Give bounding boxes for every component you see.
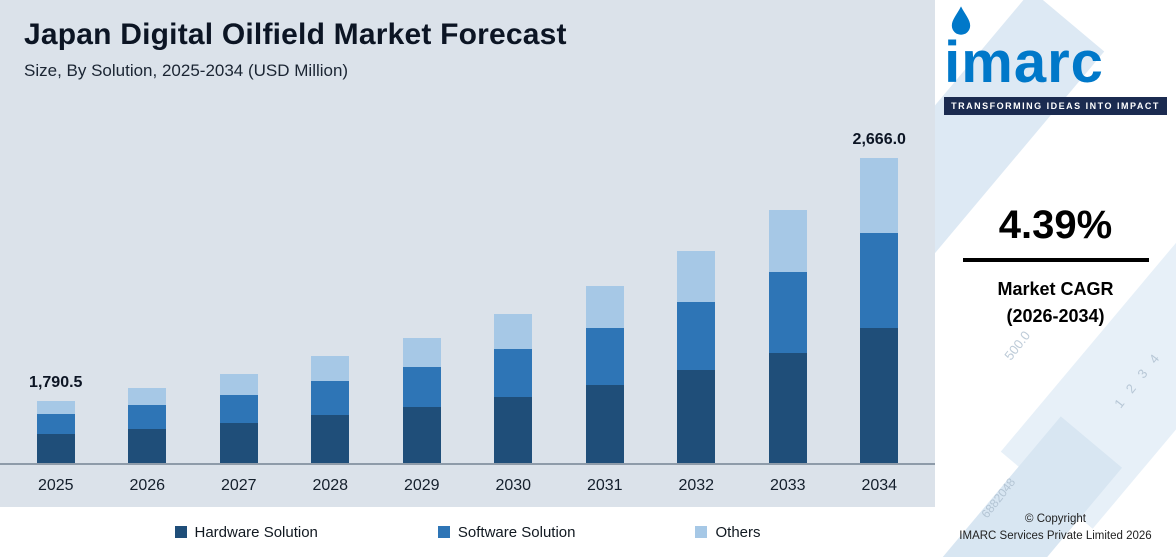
- stacked-bar-2032: [677, 251, 716, 463]
- bar-segment-software-solution: [677, 302, 716, 370]
- bar-segment-hardware-solution: [36, 434, 75, 463]
- bar-column-2028: [285, 356, 377, 463]
- bar-segment-hardware-solution: [128, 429, 167, 463]
- bar-value-label-2025: 1,790.5: [29, 374, 83, 391]
- bar-segment-software-solution: [768, 272, 807, 353]
- legend-label-hardware-solution: Hardware Solution: [194, 523, 318, 541]
- cagr-block: 4.39% Market CAGR (2026-2034): [962, 203, 1149, 330]
- copyright-line1: © Copyright: [1025, 512, 1086, 525]
- bar-segment-hardware-solution: [860, 328, 899, 463]
- bar-segment-hardware-solution: [402, 407, 441, 463]
- copyright: © Copyright IMARC Services Private Limit…: [959, 511, 1151, 546]
- legend-swatch-hardware-solution: [174, 526, 187, 538]
- bar-segment-hardware-solution: [677, 370, 716, 463]
- bar-segment-software-solution: [36, 414, 75, 434]
- cagr-value: 4.39%: [998, 203, 1113, 247]
- logo-text: imarc: [944, 30, 1104, 95]
- stacked-bar-2031: [585, 286, 624, 463]
- chart-panel: Japan Digital Oilfield Market Forecast S…: [0, 0, 935, 507]
- bar-segment-software-solution: [494, 349, 533, 397]
- bar-segment-others: [402, 338, 441, 367]
- bar-column-2030: [468, 314, 560, 463]
- bar-column-2026: [102, 388, 194, 463]
- bar-segment-others: [128, 388, 167, 405]
- bar-column-2034: 2,666.0: [834, 131, 926, 463]
- bar-segment-others: [311, 356, 350, 381]
- stacked-bar-2028: [311, 356, 350, 463]
- bar-column-2032: [651, 251, 743, 463]
- bar-column-2029: [376, 338, 468, 463]
- bar-chart-plot: 1,790.5 2,666.0: [0, 81, 935, 465]
- page-title: Japan Digital Oilfield Market Forecast: [24, 18, 567, 51]
- legend-item-hardware-solution: Hardware Solution: [174, 523, 318, 541]
- x-axis-labels: 2025 2026 2027 2028 2029 2030 2031 2032 2033 2034: [0, 465, 935, 507]
- x-axis-label-2034: 2034: [861, 477, 898, 494]
- copyright-line2: IMARC Services Private Limited 2026: [959, 529, 1152, 542]
- x-axis-label-2026: 2026: [129, 477, 166, 494]
- x-axis-label-2033: 2033: [769, 477, 806, 494]
- bar-segment-software-solution: [128, 405, 167, 429]
- legend-label-software-solution: Software Solution: [457, 523, 576, 541]
- x-axis-label-2031: 2031: [586, 477, 623, 494]
- x-axis-label-2028: 2028: [312, 477, 349, 494]
- legend-swatch-software-solution: [437, 526, 450, 538]
- x-axis-label-2025: 2025: [37, 477, 74, 494]
- stacked-bar-2025: [36, 401, 75, 463]
- bar-segment-hardware-solution: [311, 415, 350, 463]
- logo-drop-icon: [951, 6, 971, 35]
- bar-column-2027: [193, 374, 285, 463]
- x-axis-label-2027: 2027: [220, 477, 257, 494]
- bar-segment-software-solution: [585, 328, 624, 385]
- legend-label-others: Others: [715, 523, 761, 541]
- chart-legend: Hardware Solution Software Solution Othe…: [0, 507, 935, 557]
- bar-segment-hardware-solution: [219, 423, 258, 463]
- logo-tagline: TRANSFORMING IDEAS INTO IMPACT: [944, 97, 1167, 115]
- cagr-label: Market CAGR: [997, 279, 1114, 299]
- bar-segment-software-solution: [860, 233, 899, 328]
- x-axis-label-2029: 2029: [403, 477, 440, 494]
- bar-segment-others: [36, 401, 75, 414]
- stacked-bar-2029: [402, 338, 441, 463]
- cagr-underline: [962, 258, 1149, 262]
- chart-section: Japan Digital Oilfield Market Forecast S…: [0, 0, 935, 557]
- bar-segment-others: [677, 251, 716, 302]
- bar-segment-software-solution: [402, 367, 441, 407]
- bar-column-2031: [559, 286, 651, 463]
- x-axis-label-2032: 2032: [678, 477, 715, 494]
- chart-header: Japan Digital Oilfield Market Forecast S…: [0, 0, 935, 81]
- bar-segment-software-solution: [311, 381, 350, 415]
- bar-segment-others: [585, 286, 624, 328]
- bar-segment-hardware-solution: [768, 353, 807, 463]
- bar-segment-hardware-solution: [494, 397, 533, 463]
- bar-segment-hardware-solution: [585, 385, 624, 463]
- watermark-text: 500.0: [1001, 328, 1034, 363]
- imarc-logo: imarc TRANSFORMING IDEAS INTO IMPACT: [944, 6, 1167, 115]
- cagr-years: (2026-2034): [1006, 306, 1105, 326]
- bar-column-2033: [742, 210, 834, 463]
- legend-item-others: Others: [695, 523, 761, 541]
- brand-panel: 500.0 1 2 3 4 6882048 imarc TRANSFORMING…: [935, 0, 1176, 557]
- bar-value-label-2034: 2,666.0: [852, 131, 906, 148]
- bar-segment-others: [768, 210, 807, 272]
- legend-item-software-solution: Software Solution: [437, 523, 576, 541]
- stacked-bar-2033: [768, 210, 807, 463]
- bar-segment-others: [860, 158, 899, 233]
- stacked-bar-2026: [128, 388, 167, 463]
- legend-swatch-others: [695, 526, 708, 538]
- bar-segment-software-solution: [219, 395, 258, 423]
- stacked-bar-2027: [219, 374, 258, 463]
- bar-segment-others: [219, 374, 258, 395]
- stacked-bar-2030: [494, 314, 533, 463]
- page-subtitle: Size, By Solution, 2025-2034 (USD Millio…: [24, 61, 349, 80]
- stacked-bar-2034: [860, 158, 899, 463]
- bar-segment-others: [494, 314, 533, 349]
- bar-column-2025: 1,790.5: [10, 374, 102, 463]
- x-axis-label-2030: 2030: [495, 477, 532, 494]
